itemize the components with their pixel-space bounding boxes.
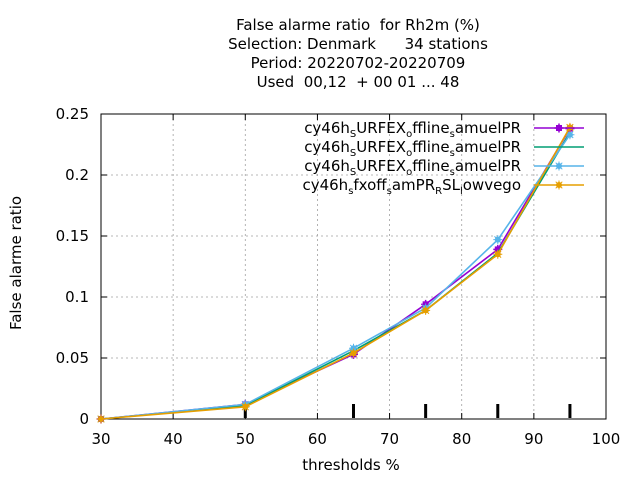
data-point [565, 130, 575, 140]
legend-item: cy46hSURFEXofflinesamuelPR [304, 157, 584, 178]
x-axis-ticks: 30 40 50 60 70 80 90 100 [91, 114, 620, 448]
plot-frame [100, 113, 607, 420]
x-axis-label: thresholds % [302, 456, 399, 474]
legend-label: cy46hSURFEXofflinesamuelPR [304, 119, 521, 140]
y-tick-label: 0.2 [65, 166, 89, 184]
y-tick-label: 0.15 [56, 227, 89, 245]
y-tick-label: 0.25 [56, 105, 89, 123]
x-tick-label: 80 [452, 430, 471, 448]
legend-item: cy46hSURFEXofflinesamuelPR [304, 138, 584, 159]
x-tick-label: 30 [91, 430, 110, 448]
data-point [554, 161, 564, 171]
x-tick-label: 50 [236, 430, 255, 448]
x-tick-label: 60 [308, 430, 327, 448]
x-tick-label: 90 [524, 430, 543, 448]
legend-label: cy46hsfxoffsamPRRSLlowvego [302, 176, 521, 197]
series-line [100, 134, 571, 420]
series-lines [96, 122, 575, 424]
grid [101, 114, 606, 419]
legend-label: cy46hSURFEXofflinesamuelPR [304, 157, 521, 178]
title-line-3: Period: 20220702-20220709 [250, 54, 466, 72]
title-line-2: Selection: Denmark 34 stations [228, 35, 488, 53]
data-point [493, 249, 503, 259]
title-line-4: Used 00,12 + 00 01 ... 48 [256, 73, 460, 91]
y-axis-label: False alarme ratio [7, 196, 25, 330]
data-point [554, 180, 564, 190]
data-point [421, 305, 431, 315]
data-point [493, 235, 503, 245]
data-point [349, 348, 358, 358]
data-point [96, 414, 106, 424]
threshold-markers [243, 404, 572, 418]
x-tick-label: 40 [164, 430, 183, 448]
legend-label: cy46hSURFEXofflinesamuelPR [304, 138, 521, 159]
data-point [349, 343, 358, 353]
data-point [240, 402, 250, 412]
y-tick-label: 0.05 [56, 349, 89, 367]
y-tick-label: 0 [79, 410, 89, 428]
y-axis-ticks: 0 0.05 0.1 0.15 0.2 0.25 [56, 105, 606, 428]
legend-item: cy46hsfxoffsamPRRSLlowvego [302, 176, 584, 197]
y-tick-label: 0.1 [65, 288, 89, 306]
series-line [100, 127, 571, 420]
legend: cy46hSURFEXofflinesamuelPRcy46hSURFEXoff… [302, 119, 584, 197]
title-line-1: False alarme ratio for Rh2m (%) [236, 16, 480, 34]
data-point [554, 123, 564, 133]
chart-title: False alarme ratio for Rh2m (%) Selectio… [0, 16, 640, 92]
x-tick-label: 100 [592, 430, 621, 448]
legend-item: cy46hSURFEXofflinesamuelPR [304, 119, 584, 140]
x-tick-label: 70 [380, 430, 399, 448]
